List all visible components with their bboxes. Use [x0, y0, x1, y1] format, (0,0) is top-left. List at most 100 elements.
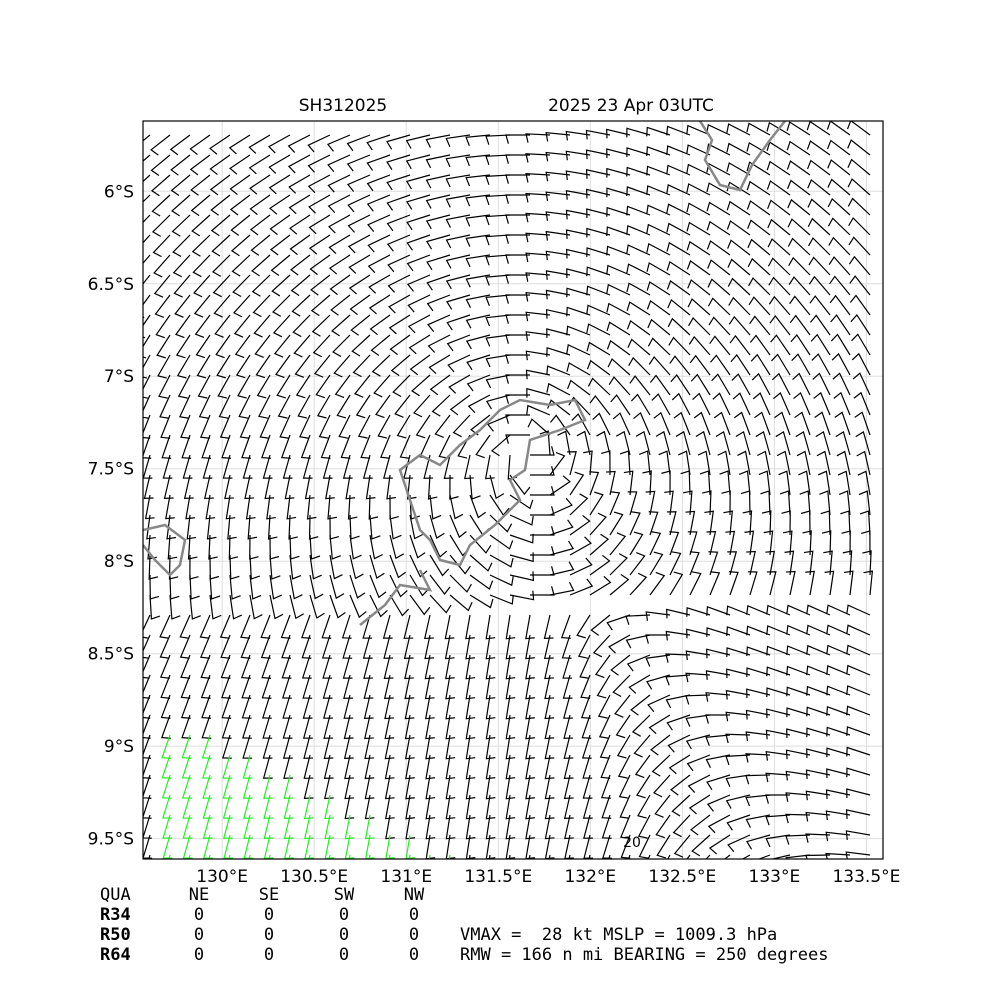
barb [340, 434, 351, 459]
barb [705, 754, 731, 769]
barb-shape [569, 471, 585, 496]
barb-shape [592, 412, 611, 436]
barb [505, 354, 530, 364]
barb [429, 594, 452, 614]
barb [609, 491, 621, 516]
barb [213, 294, 231, 318]
barb [167, 534, 178, 560]
barb [855, 431, 871, 456]
barb-shape [646, 185, 671, 196]
barb [687, 774, 711, 793]
barb [392, 374, 411, 398]
barb-shape [785, 749, 811, 760]
barb [330, 294, 351, 316]
barb-shape [846, 604, 871, 616]
barb-shape [367, 254, 391, 274]
barb-shape [505, 354, 530, 364]
barb-shape [221, 674, 231, 699]
barb-shape [686, 124, 711, 136]
barb [449, 474, 459, 500]
barb [525, 734, 535, 760]
barb [706, 794, 731, 812]
barb [299, 414, 311, 439]
barb [786, 728, 811, 739]
barb [211, 234, 231, 257]
barb-shape [594, 654, 611, 679]
barb-shape [371, 354, 391, 377]
barb [267, 514, 278, 540]
barb-shape [332, 334, 351, 357]
barb-shape [425, 734, 435, 760]
barb [445, 254, 471, 269]
barb [344, 814, 355, 840]
barb [388, 314, 411, 335]
barb [291, 294, 311, 317]
barb [786, 645, 811, 656]
barb [465, 814, 476, 840]
barb-shape [363, 694, 374, 720]
barb-shape [406, 234, 431, 251]
barb [525, 173, 551, 183]
barb [665, 674, 691, 686]
barb [485, 154, 511, 165]
barb [638, 450, 651, 476]
barb [452, 414, 471, 438]
barb-shape [800, 510, 811, 536]
barb [445, 714, 456, 740]
barb [212, 274, 231, 298]
barb [708, 834, 731, 855]
barb [153, 274, 171, 298]
barb-shape [340, 434, 351, 459]
barb [568, 396, 591, 416]
barb [469, 494, 486, 519]
x-tick-label: 132°E [564, 867, 616, 887]
barb-shape [606, 614, 631, 631]
barb [249, 574, 262, 600]
barb-shape [647, 694, 671, 713]
barb-shape [229, 594, 243, 620]
barb [618, 774, 631, 799]
barb-shape [606, 226, 631, 237]
barb [685, 694, 711, 705]
barb-shape [286, 494, 297, 520]
barb [765, 794, 791, 804]
barb-shape [406, 254, 431, 272]
barb [606, 226, 631, 237]
barb-shape [351, 334, 371, 357]
barb [427, 474, 438, 500]
barb [852, 372, 871, 396]
barb-shape [253, 314, 271, 338]
barb [686, 202, 711, 216]
barb [200, 634, 211, 659]
barb [829, 294, 851, 316]
barb [143, 474, 154, 499]
barb-shape [196, 354, 211, 379]
table-header: NE [189, 885, 209, 905]
barb [327, 174, 351, 193]
barb [685, 734, 711, 750]
barb-shape [143, 194, 151, 203]
barb-shape [726, 626, 751, 636]
barb-shape [788, 276, 811, 296]
barb-shape [505, 214, 530, 224]
barb [406, 194, 431, 210]
barb [648, 714, 671, 735]
barb [205, 494, 216, 520]
barb [276, 374, 291, 399]
barb-shape [765, 772, 791, 783]
barb [795, 430, 811, 456]
barb [807, 217, 831, 236]
barb [180, 674, 191, 699]
barb-shape [609, 532, 627, 556]
barb [626, 224, 651, 236]
barb-shape [544, 734, 555, 760]
barb [586, 323, 611, 336]
barb-shape [545, 151, 571, 162]
barb [566, 306, 591, 317]
barb-shape [403, 634, 414, 660]
barb-shape [826, 121, 851, 136]
barb-shape [143, 414, 151, 439]
barb-shape [275, 354, 291, 379]
barb [489, 574, 514, 587]
barb [828, 236, 851, 256]
